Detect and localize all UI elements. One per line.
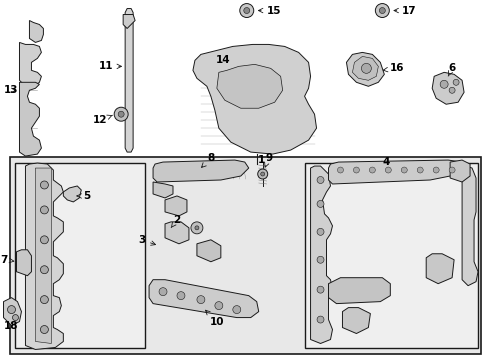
Circle shape — [337, 167, 343, 173]
Circle shape — [159, 288, 167, 296]
Circle shape — [316, 256, 324, 263]
Circle shape — [239, 4, 253, 18]
Polygon shape — [123, 14, 135, 28]
Polygon shape — [149, 280, 258, 318]
Bar — [16, 163, 145, 348]
Circle shape — [416, 167, 422, 173]
Polygon shape — [449, 160, 469, 182]
Polygon shape — [352, 57, 378, 80]
Polygon shape — [197, 240, 221, 262]
Circle shape — [190, 222, 203, 234]
Circle shape — [448, 87, 454, 93]
Text: 8: 8 — [201, 153, 214, 167]
Text: 10: 10 — [205, 310, 224, 327]
Circle shape — [260, 172, 264, 176]
Text: 16: 16 — [383, 63, 404, 73]
Circle shape — [316, 201, 324, 207]
Text: 13: 13 — [4, 85, 19, 95]
Circle shape — [41, 325, 48, 333]
Bar — [9, 157, 480, 355]
Circle shape — [114, 107, 128, 121]
Polygon shape — [426, 254, 453, 284]
Polygon shape — [25, 163, 63, 350]
Text: 1: 1 — [258, 155, 265, 165]
Circle shape — [316, 176, 324, 184]
Polygon shape — [164, 196, 186, 216]
Circle shape — [118, 111, 124, 117]
Circle shape — [257, 169, 267, 179]
Circle shape — [41, 296, 48, 303]
Circle shape — [232, 306, 240, 314]
Circle shape — [375, 4, 388, 18]
Polygon shape — [3, 298, 21, 325]
Circle shape — [452, 79, 458, 85]
Polygon shape — [461, 166, 477, 286]
Circle shape — [353, 167, 359, 173]
Circle shape — [401, 167, 407, 173]
Circle shape — [316, 316, 324, 323]
Circle shape — [197, 296, 204, 303]
Polygon shape — [153, 160, 248, 182]
Polygon shape — [153, 182, 173, 198]
Circle shape — [41, 266, 48, 274]
Text: 6: 6 — [447, 63, 455, 76]
Text: 5: 5 — [77, 191, 90, 201]
Polygon shape — [328, 278, 389, 303]
Polygon shape — [310, 166, 332, 343]
Circle shape — [13, 315, 19, 320]
Polygon shape — [20, 82, 41, 156]
Text: 2: 2 — [171, 215, 180, 228]
Polygon shape — [29, 21, 43, 42]
Polygon shape — [35, 168, 51, 343]
Circle shape — [195, 226, 199, 230]
Text: 17: 17 — [393, 5, 416, 15]
Polygon shape — [125, 9, 133, 152]
Circle shape — [368, 167, 375, 173]
Text: 11: 11 — [99, 61, 121, 71]
Circle shape — [316, 286, 324, 293]
Circle shape — [439, 80, 447, 88]
Text: 9: 9 — [264, 153, 272, 167]
Circle shape — [361, 63, 370, 73]
Text: 15: 15 — [258, 5, 281, 15]
Circle shape — [41, 181, 48, 189]
Circle shape — [448, 167, 454, 173]
Bar — [304, 163, 477, 348]
Polygon shape — [20, 42, 41, 86]
Text: 12: 12 — [93, 115, 112, 125]
Polygon shape — [216, 64, 282, 108]
Polygon shape — [328, 160, 465, 184]
Circle shape — [7, 306, 16, 314]
Polygon shape — [431, 72, 463, 104]
Circle shape — [41, 236, 48, 244]
Text: 4: 4 — [382, 157, 389, 167]
Circle shape — [41, 206, 48, 214]
Text: 14: 14 — [215, 55, 230, 66]
Circle shape — [214, 302, 223, 310]
Polygon shape — [342, 307, 369, 333]
Polygon shape — [17, 250, 31, 276]
Polygon shape — [193, 44, 316, 154]
Polygon shape — [164, 222, 188, 244]
Circle shape — [244, 8, 249, 14]
Circle shape — [385, 167, 390, 173]
Text: 18: 18 — [4, 320, 19, 330]
Text: 7: 7 — [0, 255, 14, 265]
Circle shape — [432, 167, 438, 173]
Polygon shape — [63, 186, 81, 202]
Circle shape — [177, 292, 184, 300]
Text: 3: 3 — [138, 235, 155, 245]
Circle shape — [379, 8, 385, 14]
Circle shape — [316, 228, 324, 235]
Polygon shape — [346, 53, 384, 86]
